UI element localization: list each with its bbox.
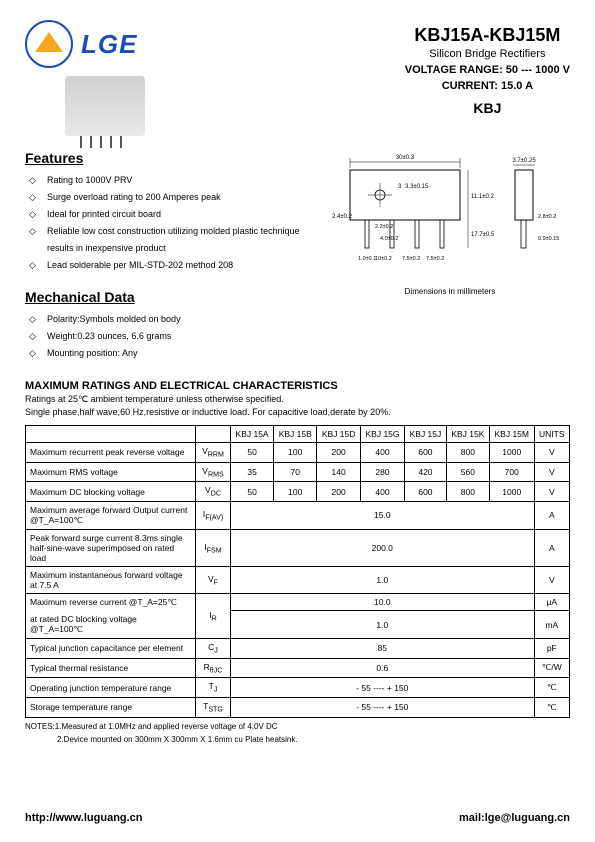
table-row: Operating junction temperature rangeTJ- …	[26, 678, 570, 698]
current-spec: CURRENT: 15.0 A	[405, 80, 570, 92]
svg-text:7.5±0.2: 7.5±0.2	[402, 256, 420, 262]
list-item: Reliable low cost construction utilizing…	[29, 223, 305, 257]
table-row: Maximum recurrent peak reverse voltageVR…	[26, 442, 570, 462]
brand-logo: LGE	[25, 20, 145, 68]
ratings-heading: MAXIMUM RATINGS AND ELECTRICAL CHARACTER…	[25, 380, 570, 392]
voltage-spec: VOLTAGE RANGE: 50 --- 1000 V	[405, 64, 570, 76]
mechanical-drawing: 30±0.3 3 3.3±0.15 11.1±0.2 17.7±0.5 2.4±…	[330, 140, 570, 300]
characteristics-table: KBJ 15AKBJ 15B KBJ 15DKBJ 15G KBJ 15JKBJ…	[25, 425, 570, 718]
svg-text:3.7±0.25: 3.7±0.25	[512, 158, 536, 164]
table-row: Typical thermal resistanceRθJC0.6℃/W	[26, 658, 570, 678]
table-row: Typical junction capacitance per element…	[26, 638, 570, 658]
footer-url: http://www.luguang.cn	[25, 812, 143, 824]
product-subtitle: Silicon Bridge Rectifiers	[405, 48, 570, 60]
ratings-note-1: Ratings at 25℃ ambient temperature unles…	[25, 394, 570, 405]
svg-text:10±0.2: 10±0.2	[375, 256, 392, 262]
part-number-title: KBJ15A-KBJ15M	[405, 25, 570, 46]
mechanical-list: Polarity:Symbols molded on body Weight:0…	[25, 311, 305, 362]
list-item: Ideal for printed circuit board	[29, 206, 305, 223]
table-header-row: KBJ 15AKBJ 15B KBJ 15DKBJ 15G KBJ 15JKBJ…	[26, 425, 570, 442]
features-heading: Features	[25, 150, 305, 166]
svg-text:11.1±0.2: 11.1±0.2	[471, 194, 495, 200]
svg-text:30±0.3: 30±0.3	[396, 155, 415, 161]
logo-icon	[25, 20, 73, 68]
table-row: Maximum RMS voltageVRMS35701402804205607…	[26, 462, 570, 482]
table-note-2: 2.Device mounted on 300mm X 300mm X 1.6m…	[25, 735, 570, 744]
list-item: Lead solderable per MIL-STD-202 method 2…	[29, 257, 305, 274]
list-item: Polarity:Symbols molded on body	[29, 311, 305, 328]
table-row: Peak forward surge current 8.3ms single …	[26, 529, 570, 566]
svg-text:2.4±0.2: 2.4±0.2	[332, 214, 353, 220]
svg-text:7.5±0.2: 7.5±0.2	[426, 256, 444, 262]
series-label: KBJ	[405, 100, 570, 116]
svg-text:2.2±0.2: 2.2±0.2	[375, 224, 393, 230]
dimensions-note: Dimensions in millimeters	[330, 287, 570, 296]
svg-text:4.0±0.2: 4.0±0.2	[380, 236, 398, 242]
ratings-note-2: Single phase,half wave,60 Hz,resistive o…	[25, 407, 570, 417]
table-row: Maximum average forward Output current @…	[26, 501, 570, 529]
svg-text:3: 3	[398, 184, 402, 190]
table-row: Maximum reverse current @T_A=25℃IR10.0μA	[26, 593, 570, 611]
svg-text:3.3±0.15: 3.3±0.15	[405, 184, 429, 190]
list-item: Mounting position: Any	[29, 345, 305, 362]
table-row: at rated DC blocking voltage @T_A=100℃1.…	[26, 611, 570, 639]
svg-text:0.9±0.15: 0.9±0.15	[538, 236, 559, 242]
list-item: Surge overload rating to 200 Amperes pea…	[29, 189, 305, 206]
table-row: Maximum instantaneous forward voltage at…	[26, 566, 570, 593]
features-list: Rating to 1000V PRV Surge overload ratin…	[25, 172, 305, 275]
svg-text:2.8±0.2: 2.8±0.2	[538, 214, 556, 220]
table-note-1: NOTES:1.Measured at 1.0MHz and applied r…	[25, 722, 570, 731]
product-photo	[65, 76, 145, 136]
brand-name: LGE	[81, 29, 137, 60]
list-item: Weight:0.23 ounces, 6.6 grams	[29, 328, 305, 345]
table-row: Storage temperature rangeTSTG- 55 ---- +…	[26, 697, 570, 717]
table-row: Maximum DC blocking voltageVDC5010020040…	[26, 482, 570, 502]
list-item: Rating to 1000V PRV	[29, 172, 305, 189]
svg-text:17.7±0.5: 17.7±0.5	[471, 232, 495, 238]
mechanical-heading: Mechanical Data	[25, 289, 305, 305]
svg-text:1.0±0.1: 1.0±0.1	[358, 256, 376, 262]
footer-mail: mail:lge@luguang.cn	[459, 812, 570, 824]
